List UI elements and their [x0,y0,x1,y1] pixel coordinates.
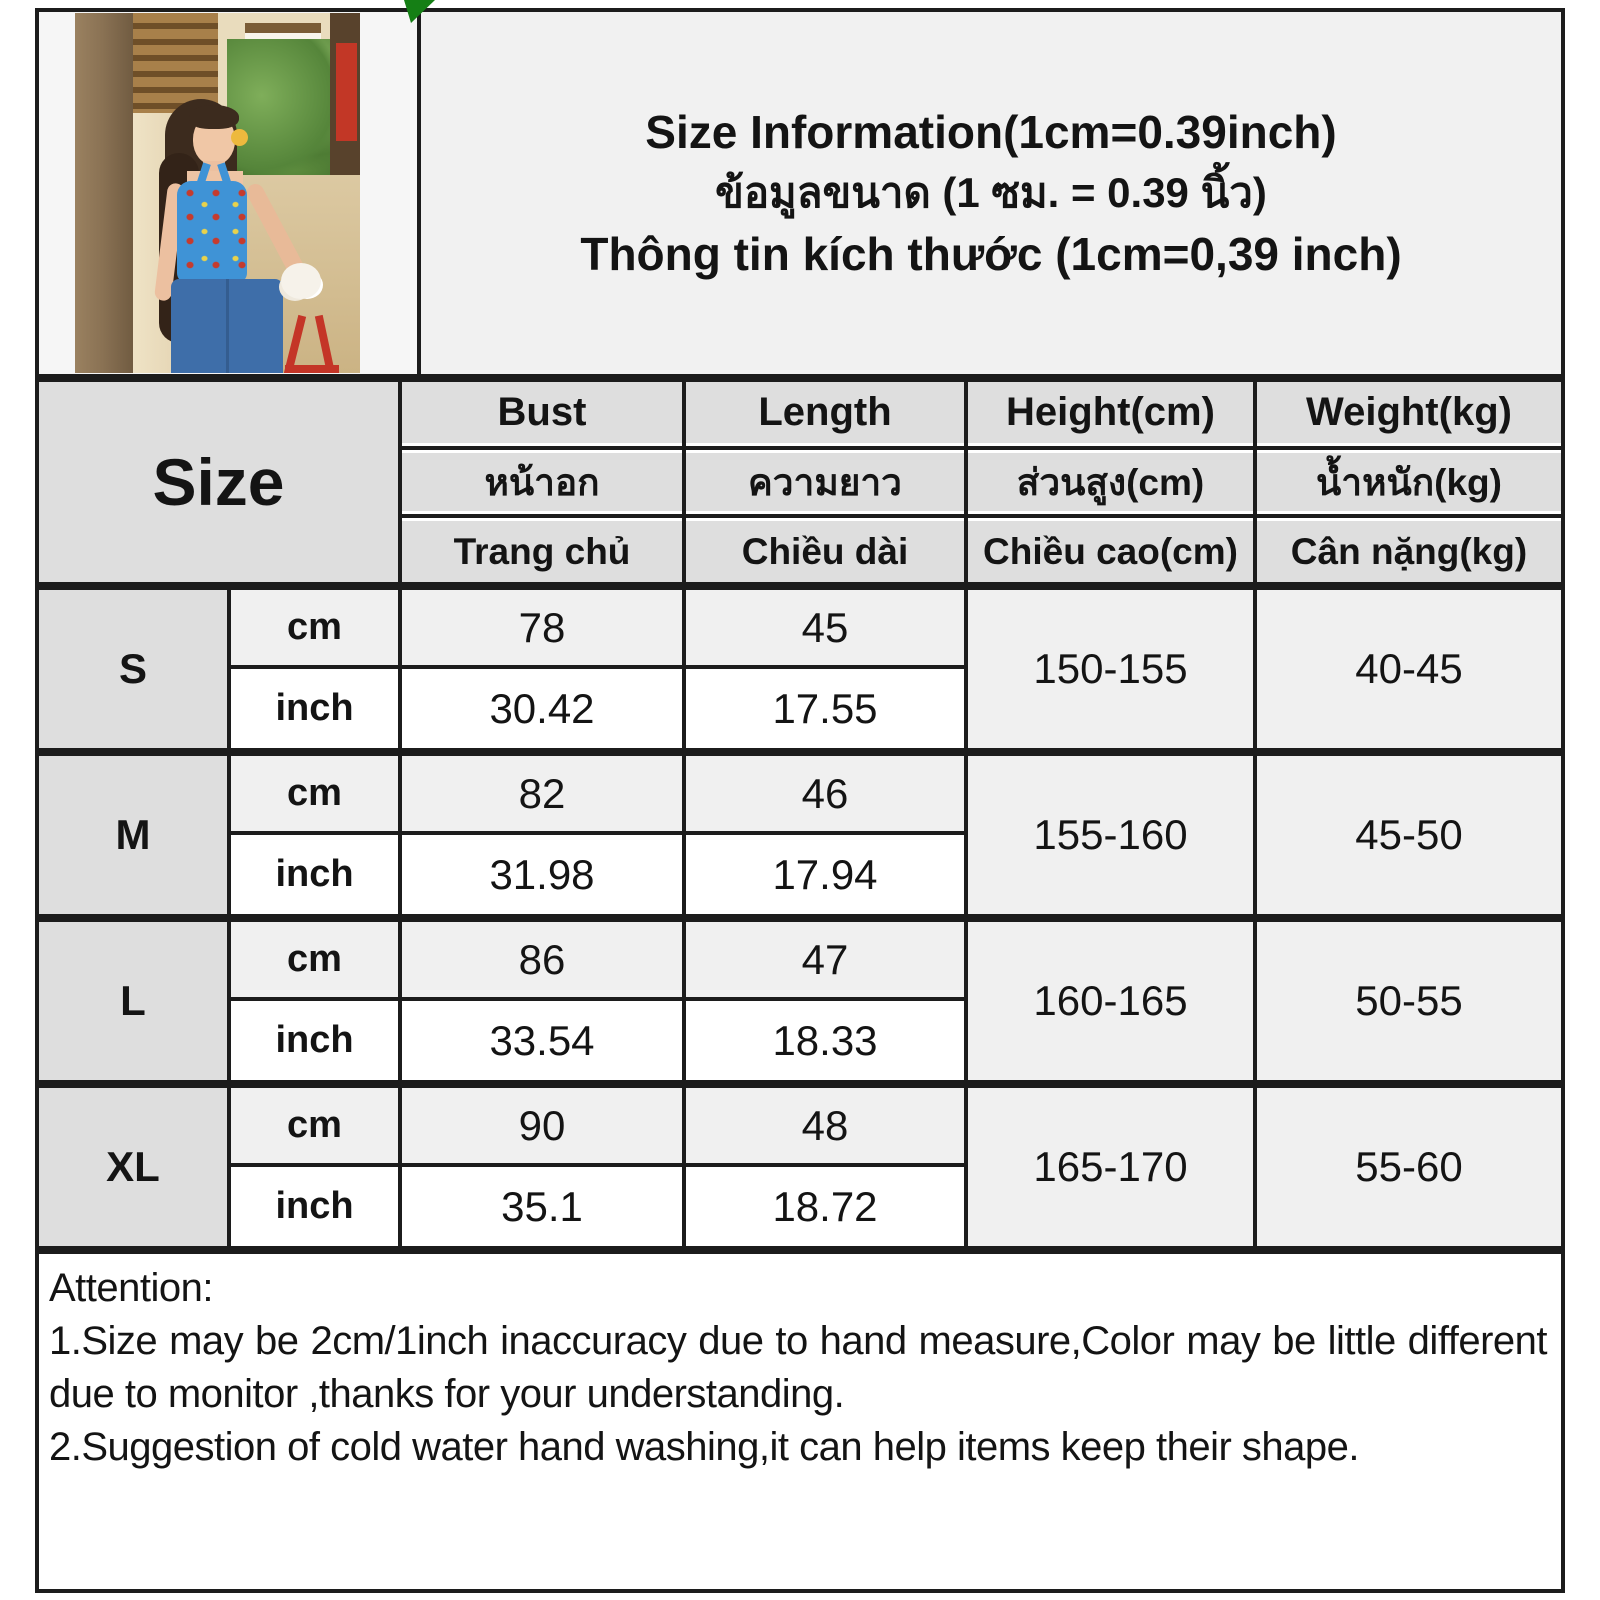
title-english: Size Information(1cm=0.39inch) [645,106,1337,158]
title-block: Size Information(1cm=0.39inch) ข้อมูลขนา… [421,12,1561,374]
title-thai: ข้อมูลขนาด (1 ซม. = 0.39 นิ้ว) [715,169,1267,216]
header-height-en: Height(cm) [968,382,1253,446]
size-cell-s: S [39,586,227,748]
photo-red-sign [336,43,357,141]
s-unit-cm: cm [231,586,398,665]
m-length-inch: 17.94 [686,835,964,914]
photo-plant [227,39,343,181]
l-length-inch: 18.33 [686,1001,964,1080]
l-bust-inch: 33.54 [402,1001,682,1080]
header-weight-th: น้ำหนัก(kg) [1257,450,1561,514]
l-unit-cm: cm [231,918,398,997]
m-weight: 45-50 [1257,752,1561,914]
green-corner-icon [404,0,435,23]
m-bust-cm: 82 [402,752,682,831]
xl-length-cm: 48 [686,1084,964,1163]
photo-cell [39,12,421,374]
s-unit-inch: inch [231,669,398,748]
header-bust-en: Bust [402,382,682,446]
xl-bust-cm: 90 [402,1084,682,1163]
size-cell-m: M [39,752,227,914]
m-bust-inch: 31.98 [402,835,682,914]
l-unit-inch: inch [231,1001,398,1080]
header-weight-vi: Cân nặng(kg) [1257,518,1561,582]
size-table: Size Bust Length Height(cm) Weight(kg) ห… [35,378,1565,1250]
m-height: 155-160 [968,752,1253,914]
xl-height: 165-170 [968,1084,1253,1246]
attention-note-2: 2.Suggestion of cold water hand washing,… [49,1425,1360,1469]
l-weight: 50-55 [1257,918,1561,1080]
l-height: 160-165 [968,918,1253,1080]
photo-wood-post [75,13,135,373]
l-bust-cm: 86 [402,918,682,997]
size-header-cell: Size [39,382,398,582]
attention-section: Attention: 1.Size may be 2cm/1inch inacc… [35,1250,1565,1593]
s-bust-inch: 30.42 [402,669,682,748]
s-length-inch: 17.55 [686,669,964,748]
s-length-cm: 45 [686,586,964,665]
header-height-th: ส่วนสูง(cm) [968,450,1253,514]
xl-length-inch: 18.72 [686,1167,964,1246]
header-bust-vi: Trang chủ [402,518,682,582]
header-section: Size Information(1cm=0.39inch) ข้อมูลขนา… [35,8,1565,378]
size-cell-l: L [39,918,227,1080]
header-length-en: Length [686,382,964,446]
header-length-vi: Chiều dài [686,518,964,582]
header-bust-th: หน้าอก [402,450,682,514]
s-height: 150-155 [968,586,1253,748]
header-height-vi: Chiều cao(cm) [968,518,1253,582]
header-length-th: ความยาว [686,450,964,514]
attention-heading: Attention: [49,1266,214,1310]
photo-jeans [171,279,283,373]
header-weight-en: Weight(kg) [1257,382,1561,446]
xl-unit-cm: cm [231,1084,398,1163]
xl-bust-inch: 35.1 [402,1167,682,1246]
xl-weight: 55-60 [1257,1084,1561,1246]
s-bust-cm: 78 [402,586,682,665]
m-unit-cm: cm [231,752,398,831]
title-vietnamese: Thông tin kích thước (1cm=0,39 inch) [580,228,1402,280]
photo-hair-flower [231,129,248,146]
m-unit-inch: inch [231,835,398,914]
photo-scrunchie [281,263,321,299]
photo-halter-top [177,181,247,283]
size-cell-xl: XL [39,1084,227,1246]
m-length-cm: 46 [686,752,964,831]
xl-unit-inch: inch [231,1167,398,1246]
photo-red-bag [285,365,339,373]
s-weight: 40-45 [1257,586,1561,748]
model-photo [75,13,360,373]
attention-note-1: 1.Size may be 2cm/1inch inaccuracy due t… [49,1319,1548,1416]
l-length-cm: 47 [686,918,964,997]
photo-bangs [189,105,239,129]
